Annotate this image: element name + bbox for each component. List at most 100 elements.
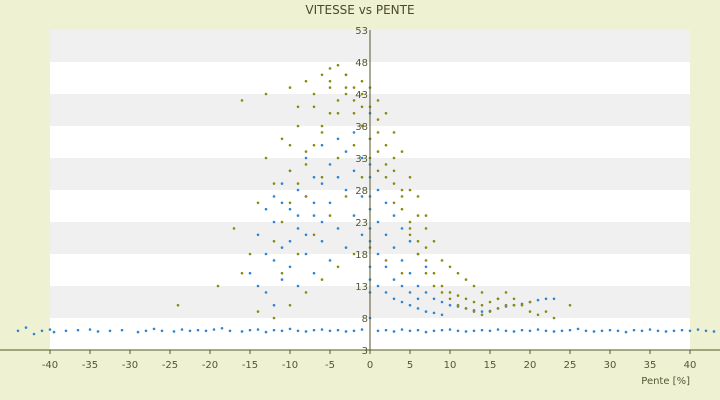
data-point-s1	[408, 329, 412, 333]
data-point-s1	[280, 182, 284, 185]
y-tick-label: 3	[362, 346, 368, 357]
data-point-s1	[432, 297, 436, 301]
data-point-s1	[424, 291, 428, 294]
data-point-s1	[392, 330, 396, 333]
data-point-s1	[352, 329, 356, 333]
data-point-s2	[432, 239, 436, 243]
data-point-s1	[344, 246, 348, 249]
data-point-s1	[296, 214, 300, 217]
data-point-s1	[696, 328, 700, 331]
data-point-s1	[568, 328, 572, 332]
data-point-s1	[416, 284, 420, 288]
data-point-s1	[384, 265, 388, 269]
x-tick-label: -35	[82, 360, 98, 371]
data-point-s2	[280, 271, 284, 275]
data-point-s1	[256, 284, 260, 288]
data-point-s2	[568, 303, 572, 307]
y-tick-label: 18	[355, 250, 368, 261]
data-point-s1	[648, 328, 652, 331]
data-point-s2	[472, 310, 476, 313]
data-point-s2	[400, 150, 404, 153]
data-point-s1	[312, 328, 316, 332]
data-point-s1	[560, 329, 564, 333]
data-point-s2	[264, 92, 268, 96]
x-tick-label: -10	[282, 360, 298, 371]
x-axis-title: Pente [%]	[641, 376, 690, 387]
y-tick-label: 38	[355, 122, 368, 133]
data-point-s1	[336, 328, 340, 332]
data-point-s2	[240, 99, 244, 102]
data-point-s2	[432, 284, 436, 288]
data-point-s1	[272, 303, 276, 307]
data-point-s2	[424, 227, 428, 230]
data-point-s1	[76, 328, 80, 332]
data-point-s1	[480, 328, 484, 332]
data-point-s1	[280, 246, 284, 249]
data-point-s2	[384, 143, 388, 147]
data-point-s2	[464, 278, 468, 281]
data-point-s2	[296, 124, 300, 128]
data-point-s2	[456, 303, 460, 307]
x-tick-label: -30	[122, 360, 138, 371]
data-point-s2	[312, 92, 316, 96]
data-point-s2	[320, 73, 324, 77]
data-point-s2	[392, 169, 396, 173]
chart-title: VITESSE vs PENTE	[305, 3, 414, 17]
data-point-s2	[352, 143, 356, 147]
data-point-s2	[320, 175, 324, 179]
data-point-s1	[376, 220, 380, 224]
data-point-s1	[424, 330, 428, 334]
data-point-s2	[376, 169, 380, 173]
data-point-s2	[344, 86, 348, 89]
data-point-s1	[576, 327, 580, 331]
data-point-s1	[328, 201, 332, 205]
data-point-s1	[384, 201, 388, 205]
x-tick-label: 10	[444, 360, 457, 371]
data-point-s2	[312, 233, 316, 237]
data-point-s2	[424, 246, 428, 249]
data-point-s2	[416, 195, 420, 198]
data-point-s2	[256, 310, 260, 313]
data-point-s1	[108, 329, 112, 333]
data-point-s1	[296, 227, 300, 230]
data-point-s1	[280, 278, 284, 281]
data-point-s1	[504, 329, 508, 333]
data-point-s2	[296, 105, 300, 109]
data-points	[16, 63, 716, 336]
data-point-s1	[320, 182, 324, 185]
data-point-s2	[424, 214, 428, 217]
data-point-s2	[376, 131, 380, 134]
data-point-s2	[344, 92, 348, 96]
data-point-s1	[304, 330, 308, 333]
data-point-s1	[584, 329, 588, 333]
data-point-s1	[264, 291, 268, 294]
y-tick-label: 48	[355, 58, 368, 69]
data-point-s2	[304, 79, 308, 83]
data-point-s1	[272, 220, 276, 224]
data-point-s1	[528, 329, 532, 333]
data-point-s2	[328, 67, 332, 70]
data-point-s1	[228, 329, 232, 333]
data-point-s2	[272, 182, 276, 185]
data-point-s1	[144, 329, 148, 333]
x-tick-label: -40	[42, 360, 58, 371]
data-point-s2	[448, 291, 452, 294]
data-point-s2	[408, 175, 412, 179]
x-tick-label: -5	[325, 360, 335, 371]
data-point-s1	[448, 303, 452, 307]
data-point-s2	[272, 239, 276, 243]
data-point-s1	[424, 265, 428, 269]
data-point-s1	[312, 201, 316, 205]
data-point-s1	[392, 297, 396, 301]
data-point-s1	[52, 330, 56, 334]
data-point-s2	[424, 271, 428, 275]
x-tick-label: -25	[162, 360, 178, 371]
data-point-s1	[408, 239, 412, 243]
data-point-s2	[352, 252, 356, 256]
data-point-s2	[376, 99, 380, 102]
data-point-s1	[344, 150, 348, 153]
data-point-s2	[384, 163, 388, 166]
data-point-s1	[160, 329, 164, 333]
data-point-s1	[136, 330, 140, 334]
